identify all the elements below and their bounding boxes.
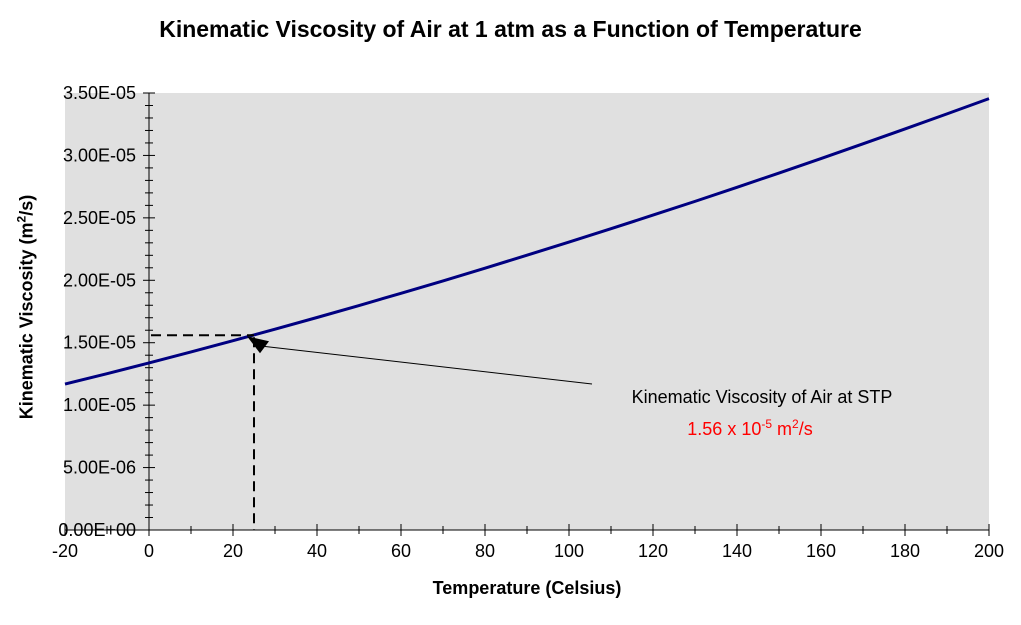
y-tick-label: 1.00E-05	[63, 395, 136, 415]
plot-area	[65, 93, 989, 530]
y-tick-label: 5.00E-06	[63, 458, 136, 478]
y-tick-label: 2.50E-05	[63, 208, 136, 228]
annotation-value: 1.56 x 10-5 m2/s	[687, 417, 813, 439]
x-tick-label: 20	[223, 541, 243, 561]
x-tick-label: 60	[391, 541, 411, 561]
leader-line	[262, 345, 593, 385]
x-tick-label: 160	[806, 541, 836, 561]
annotation-label: Kinematic Viscosity of Air at STP	[631, 387, 893, 407]
x-tick-label: 140	[722, 541, 752, 561]
data-line	[64, 97, 990, 386]
unit-superscript: 2	[792, 417, 799, 431]
x-tick-label: 100	[554, 541, 584, 561]
y-tick-label: 1.50E-05	[63, 333, 136, 353]
x-tick-label: 80	[475, 541, 495, 561]
y-tick-label: 3.50E-05	[63, 83, 136, 103]
arrowhead-icon	[247, 336, 269, 354]
x-tick-label: 180	[890, 541, 920, 561]
x-tick-label: 0	[144, 541, 154, 561]
y-tick-label: 3.00E-05	[63, 145, 136, 165]
exponent-superscript: -5	[761, 417, 773, 431]
x-tick-label: 200	[974, 541, 1004, 561]
y-axis-title-superscript: 2	[14, 215, 29, 223]
y-axis-title: Kinematic Viscosity (m2/s)	[14, 194, 37, 420]
y-tick-label: 2.00E-05	[63, 270, 136, 290]
chart-title-text: Kinematic Viscosity of Air at 1 atm as a…	[159, 16, 862, 42]
x-tick-label: -20	[52, 541, 78, 561]
x-tick-label: 120	[638, 541, 668, 561]
chart-title: Kinematic Viscosity of Air at 1 atm as a…	[0, 12, 1021, 46]
x-axis-title: Temperature (Celsius)	[432, 578, 622, 598]
x-tick-label: 40	[307, 541, 327, 561]
y-tick-label: 0.00E+00	[58, 520, 136, 540]
